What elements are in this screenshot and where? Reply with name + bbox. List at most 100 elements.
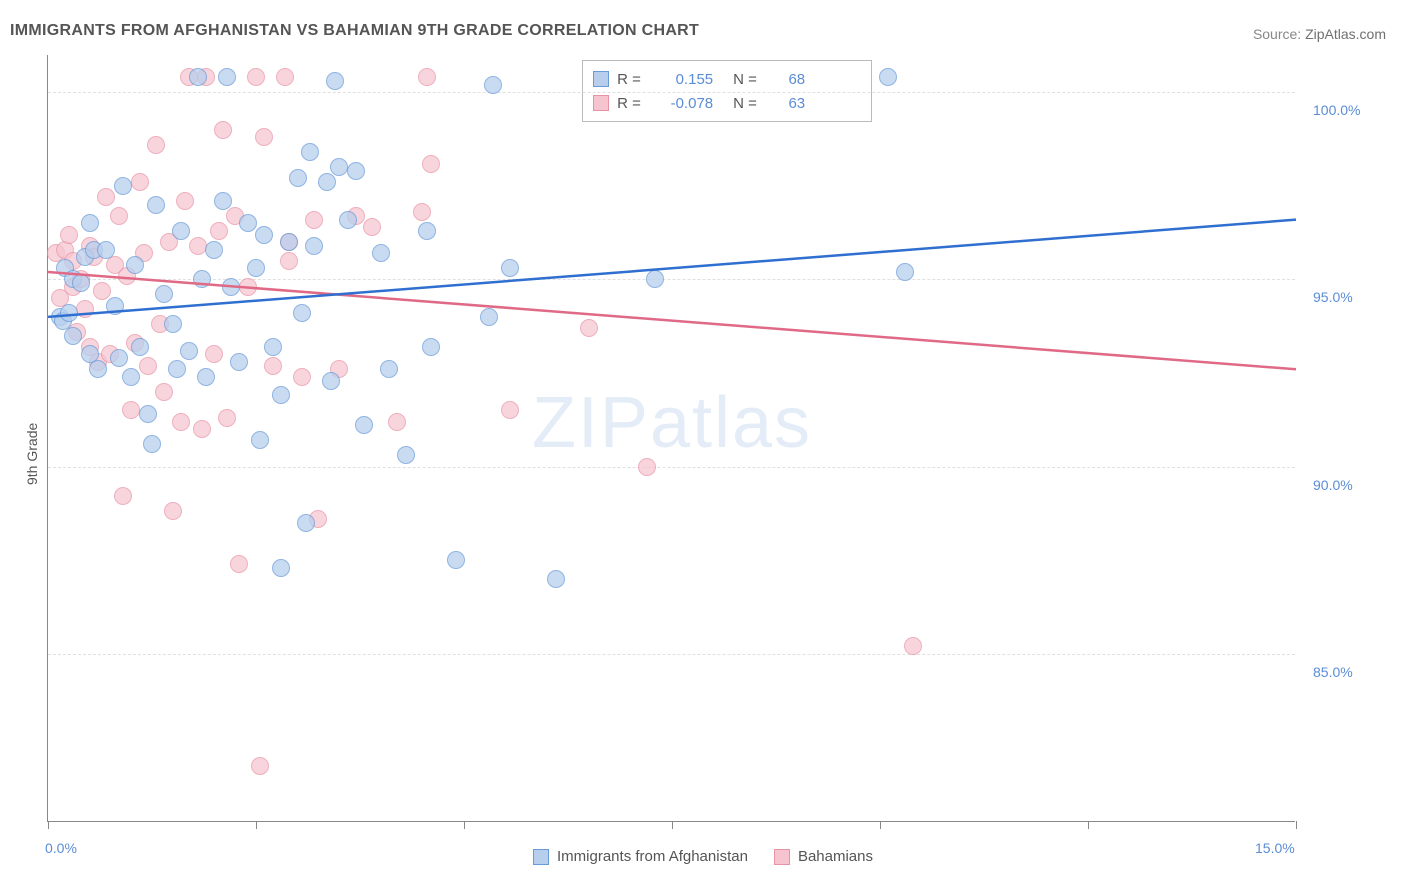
data-point-bahamians [214,121,232,139]
data-point-afghanistan [72,274,90,292]
stats-R-value-bahamians: -0.078 [655,95,713,112]
data-point-bahamians [189,237,207,255]
data-point-bahamians [110,207,128,225]
data-point-afghanistan [318,173,336,191]
data-point-bahamians [139,357,157,375]
data-point-afghanistan [305,237,323,255]
stats-R-label: R = [617,95,647,112]
y-tick-label: 100.0% [1313,102,1360,118]
data-point-afghanistan [896,263,914,281]
data-point-afghanistan [222,278,240,296]
data-point-afghanistan [205,241,223,259]
data-point-afghanistan [193,270,211,288]
data-point-afghanistan [347,162,365,180]
swatch-bahamians [593,95,609,111]
data-point-afghanistan [646,270,664,288]
data-point-bahamians [193,420,211,438]
data-point-bahamians [239,278,257,296]
data-point-bahamians [501,401,519,419]
trend-lines [48,55,1296,822]
data-point-afghanistan [280,233,298,251]
data-point-afghanistan [110,349,128,367]
data-point-afghanistan [143,435,161,453]
data-point-afghanistan [106,297,124,315]
x-tick [1088,821,1089,829]
data-point-bahamians [114,487,132,505]
data-point-afghanistan [168,360,186,378]
data-point-afghanistan [272,386,290,404]
data-point-afghanistan [64,327,82,345]
data-point-afghanistan [81,214,99,232]
x-tick-label: 0.0% [45,840,77,856]
stats-N-value-bahamians: 63 [775,95,805,112]
watermark-atlas: atlas [650,383,812,463]
stats-N-label: N = [733,71,767,88]
y-tick-label: 95.0% [1313,289,1353,305]
data-point-afghanistan [60,304,78,322]
data-point-bahamians [76,300,94,318]
source-attribution: Source: ZipAtlas.com [1253,26,1386,42]
data-point-bahamians [388,413,406,431]
x-tick [256,821,257,829]
stats-row-afghanistan: R =0.155N =68 [593,67,861,91]
legend: Immigrants from Afghanistan Bahamians [533,848,873,865]
data-point-afghanistan [218,68,236,86]
data-point-afghanistan [380,360,398,378]
data-point-bahamians [247,68,265,86]
gridline [48,654,1295,655]
data-point-bahamians [418,68,436,86]
data-point-afghanistan [484,76,502,94]
data-point-bahamians [97,188,115,206]
data-point-afghanistan [547,570,565,588]
data-point-afghanistan [447,551,465,569]
x-tick-label: 15.0% [1255,840,1295,856]
gridline [48,92,1295,93]
data-point-afghanistan [355,416,373,434]
data-point-bahamians [305,211,323,229]
x-tick [464,821,465,829]
data-point-afghanistan [480,308,498,326]
data-point-afghanistan [97,241,115,259]
stats-R-label: R = [617,71,647,88]
legend-item-bahamians: Bahamians [774,848,873,865]
data-point-bahamians [210,222,228,240]
data-point-afghanistan [197,368,215,386]
data-point-afghanistan [289,169,307,187]
data-point-afghanistan [418,222,436,240]
data-point-bahamians [904,637,922,655]
data-point-afghanistan [172,222,190,240]
legend-label-afghanistan: Immigrants from Afghanistan [557,848,748,865]
watermark: ZIPatlas [532,382,812,464]
correlation-stats-box: R =0.155N =68R =-0.078N =63 [582,60,872,122]
data-point-bahamians [176,192,194,210]
data-point-afghanistan [214,192,232,210]
data-point-afghanistan [230,353,248,371]
data-point-afghanistan [122,368,140,386]
data-point-bahamians [218,409,236,427]
trend-line-afghanistan [48,220,1296,317]
x-tick [48,821,49,829]
data-point-bahamians [155,383,173,401]
legend-item-afghanistan: Immigrants from Afghanistan [533,848,748,865]
chart-title: IMMIGRANTS FROM AFGHANISTAN VS BAHAMIAN … [10,22,699,40]
stats-row-bahamians: R =-0.078N =63 [593,91,861,115]
data-point-afghanistan [89,360,107,378]
y-axis-title: 9th Grade [24,422,40,484]
data-point-afghanistan [397,446,415,464]
data-point-afghanistan [189,68,207,86]
data-point-bahamians [131,173,149,191]
stats-N-value-afghanistan: 68 [775,71,805,88]
data-point-bahamians [280,252,298,270]
data-point-afghanistan [139,405,157,423]
data-point-bahamians [264,357,282,375]
data-point-afghanistan [339,211,357,229]
data-point-bahamians [276,68,294,86]
data-point-bahamians [172,413,190,431]
watermark-zip: ZIP [532,383,650,463]
data-point-afghanistan [879,68,897,86]
legend-swatch-bahamians [774,849,790,865]
data-point-afghanistan [126,256,144,274]
data-point-afghanistan [251,431,269,449]
x-tick [1296,821,1297,829]
data-point-afghanistan [247,259,265,277]
